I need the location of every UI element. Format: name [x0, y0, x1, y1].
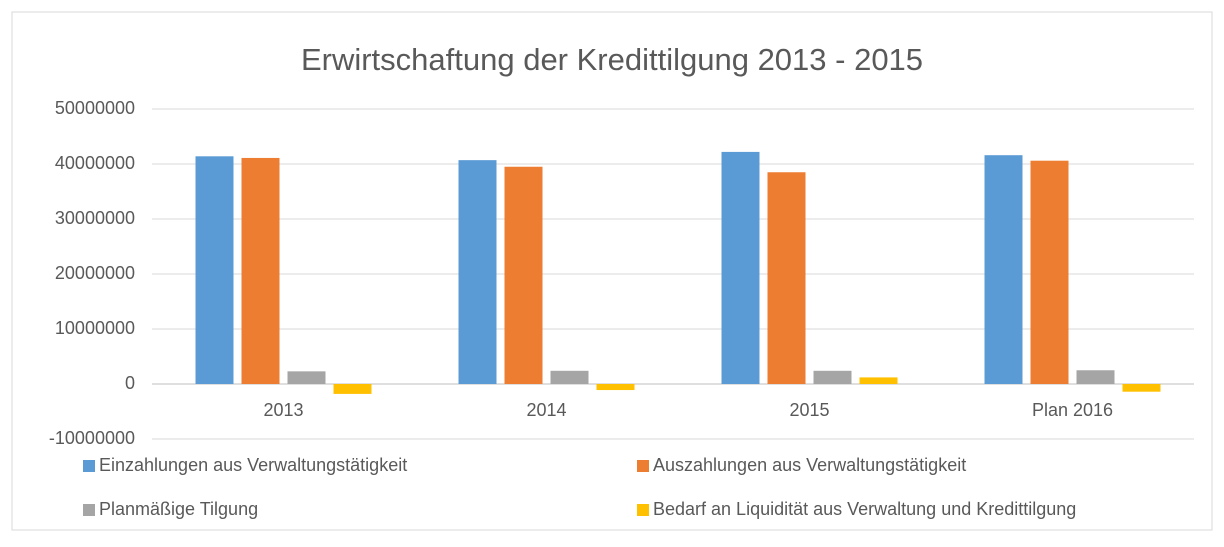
- x-tick-label: Plan 2016: [1032, 400, 1113, 420]
- legend-swatch: [83, 460, 95, 472]
- y-tick-label: 40000000: [55, 153, 135, 173]
- bar: [287, 371, 326, 384]
- bar: [859, 377, 898, 384]
- legend-label: Einzahlungen aus Verwaltungstätigkeit: [99, 455, 407, 475]
- bar: [550, 370, 589, 384]
- bar: [458, 160, 497, 384]
- bar: [596, 384, 635, 391]
- bar: [984, 155, 1023, 384]
- x-tick-label: 2014: [526, 400, 566, 420]
- bar: [1122, 384, 1161, 392]
- y-tick-label: 10000000: [55, 318, 135, 338]
- legend-swatch: [637, 504, 649, 516]
- bar: [195, 156, 234, 384]
- y-tick-label: 0: [125, 373, 135, 393]
- bar: [241, 157, 280, 384]
- legend-swatch: [83, 504, 95, 516]
- legend-label: Planmäßige Tilgung: [99, 499, 258, 519]
- legend-swatch: [637, 460, 649, 472]
- bar: [1030, 160, 1069, 384]
- y-tick-label: 50000000: [55, 98, 135, 118]
- bar: [504, 166, 543, 384]
- x-tick-label: 2015: [789, 400, 829, 420]
- legend-label: Auszahlungen aus Verwaltungstätigkeit: [653, 455, 966, 475]
- y-tick-label: -10000000: [49, 428, 135, 448]
- bar: [1076, 370, 1115, 384]
- y-tick-label: 20000000: [55, 263, 135, 283]
- y-tick-label: 30000000: [55, 208, 135, 228]
- bar: [721, 151, 760, 384]
- bar: [333, 384, 372, 394]
- chart-title: Erwirtschaftung der Kredittilgung 2013 -…: [301, 42, 923, 77]
- bar: [767, 172, 806, 384]
- bar: [813, 370, 852, 384]
- x-tick-label: 2013: [263, 400, 303, 420]
- legend-label: Bedarf an Liquidität aus Verwaltung und …: [653, 499, 1076, 519]
